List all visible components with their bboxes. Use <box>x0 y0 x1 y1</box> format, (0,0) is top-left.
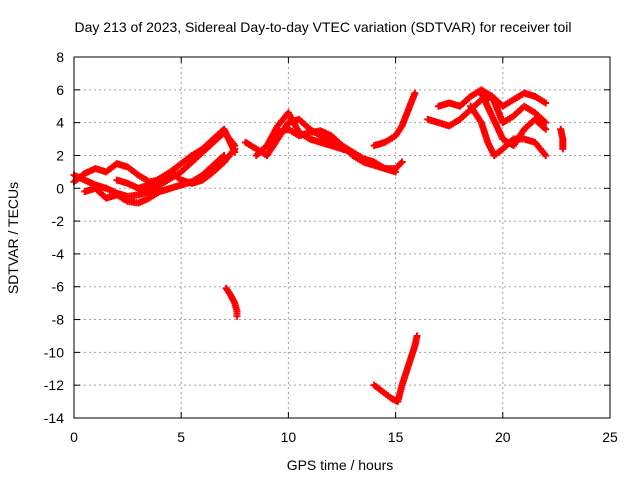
x-tick-label: 0 <box>70 429 78 445</box>
x-tick-label: 20 <box>495 429 511 445</box>
chart-title: Day 213 of 2023, Sidereal Day-to-day VTE… <box>75 19 572 35</box>
data-point-marker <box>542 151 550 159</box>
grid-lines <box>74 57 610 418</box>
series-trace-g <box>263 109 357 156</box>
axis-ticks: 0 5 10 15 20 25 -14 -12 -10 -8 -6 -4 -2 0 2 4 6 8 <box>44 49 618 445</box>
series-trace-m <box>557 125 567 153</box>
y-tick-label: -8 <box>52 312 65 328</box>
data-points <box>70 86 567 406</box>
data-point-marker <box>542 125 550 133</box>
series-trace-l <box>477 89 550 150</box>
x-tick-label: 15 <box>388 429 404 445</box>
y-tick-label: 8 <box>56 49 64 65</box>
y-axis-label: SDTVAR / TECUs <box>5 182 21 294</box>
series-trace-o <box>370 332 421 406</box>
series-trace-h <box>370 89 419 150</box>
y-tick-label: -4 <box>52 246 65 262</box>
data-point-marker <box>233 312 241 320</box>
series-trace-j <box>434 86 550 127</box>
y-tick-label: -6 <box>52 279 65 295</box>
data-point-marker <box>397 159 405 167</box>
data-point-marker <box>413 332 421 340</box>
x-tick-label: 10 <box>281 429 297 445</box>
series-trace-n <box>222 284 241 320</box>
y-tick-label: -14 <box>44 410 64 426</box>
data-point-marker <box>392 168 400 176</box>
data-point-marker <box>231 145 239 153</box>
y-tick-label: -10 <box>44 344 64 360</box>
y-tick-label: 4 <box>56 115 64 131</box>
data-point-marker <box>542 119 550 127</box>
data-point-marker <box>559 145 567 153</box>
y-tick-label: 6 <box>56 82 64 98</box>
y-tick-label: -2 <box>52 213 65 229</box>
y-tick-label: 0 <box>56 180 64 196</box>
x-axis-label: GPS time / hours <box>287 457 394 473</box>
plot-frame <box>73 56 611 419</box>
series-trace-d <box>113 145 239 192</box>
series-trace-k <box>467 102 550 159</box>
data-point-marker <box>349 148 357 156</box>
data-point-marker <box>398 158 406 166</box>
data-point-marker <box>411 89 419 97</box>
y-tick-label: 2 <box>56 147 64 163</box>
data-point-marker <box>542 99 550 107</box>
x-tick-label: 5 <box>177 429 185 445</box>
x-tick-label: 25 <box>602 429 618 445</box>
y-tick-label: -12 <box>44 377 64 393</box>
